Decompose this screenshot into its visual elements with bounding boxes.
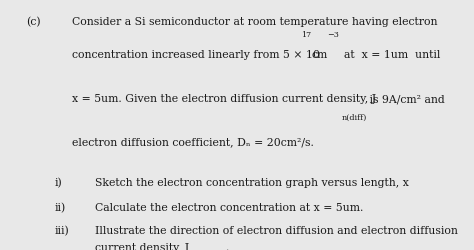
Text: x = 5um. Given the electron diffusion current density, J: x = 5um. Given the electron diffusion cu… — [72, 94, 376, 104]
Text: −3: −3 — [327, 31, 338, 39]
Text: Calculate the electron concentration at x = 5um.: Calculate the electron concentration at … — [95, 202, 364, 212]
Text: 17: 17 — [301, 31, 311, 39]
Text: is 9A/cm² and: is 9A/cm² and — [366, 94, 445, 104]
Text: cm: cm — [311, 50, 328, 59]
Text: Illustrate the direction of electron diffusion and electron diffusion: Illustrate the direction of electron dif… — [95, 226, 458, 235]
Text: Consider a Si semiconductor at room temperature having electron: Consider a Si semiconductor at room temp… — [72, 17, 438, 27]
Text: current density, J: current density, J — [95, 242, 190, 250]
Text: (c): (c) — [26, 17, 40, 28]
Text: .: . — [226, 242, 229, 250]
Text: n(diff): n(diff) — [341, 113, 367, 121]
Text: Sketch the electron concentration graph versus length, x: Sketch the electron concentration graph … — [95, 178, 409, 188]
Text: i): i) — [55, 178, 62, 188]
Text: concentration increased linearly from 5 × 10: concentration increased linearly from 5 … — [72, 50, 320, 59]
Text: ii): ii) — [55, 202, 66, 212]
Text: at  x = 1um  until: at x = 1um until — [337, 50, 440, 59]
Text: iii): iii) — [55, 226, 69, 236]
Text: electron diffusion coefficient, Dₙ = 20cm²/s.: electron diffusion coefficient, Dₙ = 20c… — [72, 137, 314, 146]
